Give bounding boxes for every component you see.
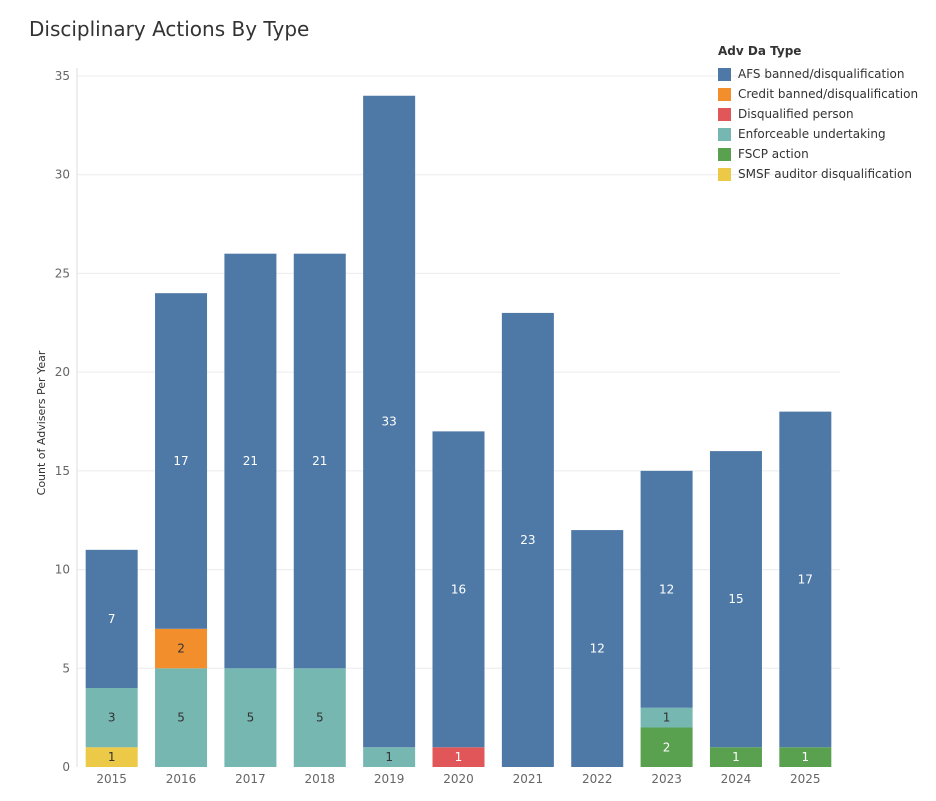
bar-value-label: 33 (381, 415, 396, 429)
bar-segment (501, 312, 554, 767)
x-tick-label: 2023 (651, 772, 682, 786)
bar-segment (640, 727, 693, 767)
bar-segment (640, 470, 693, 708)
bar-value-label: 23 (520, 533, 535, 547)
bar-segment (432, 431, 485, 748)
legend-item: Enforceable undertaking (718, 124, 918, 144)
x-tick-label: 2025 (790, 772, 821, 786)
bar-value-label: 7 (108, 612, 116, 626)
bar-value-label: 5 (177, 711, 185, 725)
legend-label: Credit banned/disqualification (738, 87, 919, 101)
bar-segment (709, 747, 762, 767)
bar-value-label: 1 (801, 750, 809, 764)
y-tick-label: 35 (55, 69, 70, 83)
bar-segment (224, 668, 277, 767)
bar-segment (85, 747, 138, 767)
x-axis: 2015 2016 2017 2018 2019 2020 2021 2022 2023 2024… (96, 772, 820, 786)
y-tick-label: 30 (55, 168, 70, 182)
bar-value-label: 16 (451, 582, 466, 596)
bar-segment (779, 747, 832, 767)
y-tick-label: 10 (55, 563, 70, 577)
bar-value-label: 21 (243, 454, 258, 468)
bar-value-label: 2 (663, 740, 671, 754)
bar-value-label: 12 (590, 642, 605, 656)
x-tick-label: 2019 (374, 772, 405, 786)
legend-item: SMSF auditor disqualification (718, 164, 918, 184)
x-tick-label: 2021 (513, 772, 544, 786)
bar-segment (363, 747, 416, 767)
legend-label: FSCP action (738, 147, 809, 161)
legend-item: AFS banned/disqualification (718, 64, 918, 84)
bar-segment (85, 549, 138, 689)
x-tick-label: 2020 (443, 772, 474, 786)
legend-swatch (718, 87, 731, 101)
bar-segment (155, 628, 208, 669)
y-axis: 0 5 10 15 20 25 30 35 (55, 68, 78, 774)
bar-value-label: 1 (663, 711, 671, 725)
bar-segment (293, 253, 346, 669)
chart-title: Disciplinary Actions By Type (29, 17, 310, 41)
bar-segment (363, 95, 416, 748)
bar-segment (432, 747, 485, 767)
legend-item: Disqualified person (718, 104, 918, 124)
bar-segment (571, 530, 624, 767)
y-tick-label: 20 (55, 365, 70, 379)
x-tick-label: 2017 (235, 772, 266, 786)
legend-label: Disqualified person (738, 107, 854, 121)
y-axis-label: Count of Advisers Per Year (35, 350, 48, 495)
legend-swatch (718, 107, 731, 121)
bar-value-label: 3 (108, 711, 116, 725)
x-tick-label: 2024 (721, 772, 752, 786)
bar-value-label: 21 (312, 454, 327, 468)
x-tick-label: 2018 (304, 772, 335, 786)
bar-segment (155, 293, 208, 629)
legend-label: AFS banned/disqualification (738, 67, 905, 81)
legend-label: SMSF auditor disqualification (738, 167, 912, 181)
y-tick-label: 0 (62, 760, 70, 774)
y-tick-label: 25 (55, 266, 70, 280)
legend-item: Credit banned/disqualification (718, 84, 918, 104)
legend-title: Adv Da Type (718, 44, 802, 58)
x-tick-label: 2022 (582, 772, 613, 786)
bar-value-label: 17 (173, 454, 188, 468)
bar-segment (640, 707, 693, 728)
legend: Adv Da Type AFS banned/disqualification C… (718, 44, 918, 184)
bar-value-label: 1 (108, 750, 116, 764)
bar-segment (293, 668, 346, 767)
legend-swatch (718, 127, 731, 141)
legend-item: FSCP action (718, 144, 918, 164)
bar-value-label: 17 (798, 572, 813, 586)
bar-value-label: 5 (316, 711, 324, 725)
bar-value-label: 1 (385, 750, 393, 764)
legend-swatch (718, 167, 731, 181)
bar-segment (155, 668, 208, 767)
x-tick-label: 2015 (96, 772, 127, 786)
x-tick-label: 2016 (166, 772, 197, 786)
bar-value-label: 5 (247, 711, 255, 725)
legend-swatch (718, 67, 731, 81)
bar-value-label: 1 (455, 750, 463, 764)
bar-value-label: 12 (659, 582, 674, 596)
bar-value-label: 2 (177, 642, 185, 656)
legend-label: Enforceable undertaking (738, 127, 886, 141)
y-tick-label: 5 (62, 661, 70, 675)
bar-segment (779, 411, 832, 748)
bar-value-label: 15 (728, 592, 743, 606)
bar-segment (709, 451, 762, 748)
bar-value-label: 1 (732, 750, 740, 764)
y-tick-label: 15 (55, 464, 70, 478)
bar-segment (85, 688, 138, 748)
legend-swatch (718, 147, 731, 161)
bar-segment (224, 253, 277, 669)
